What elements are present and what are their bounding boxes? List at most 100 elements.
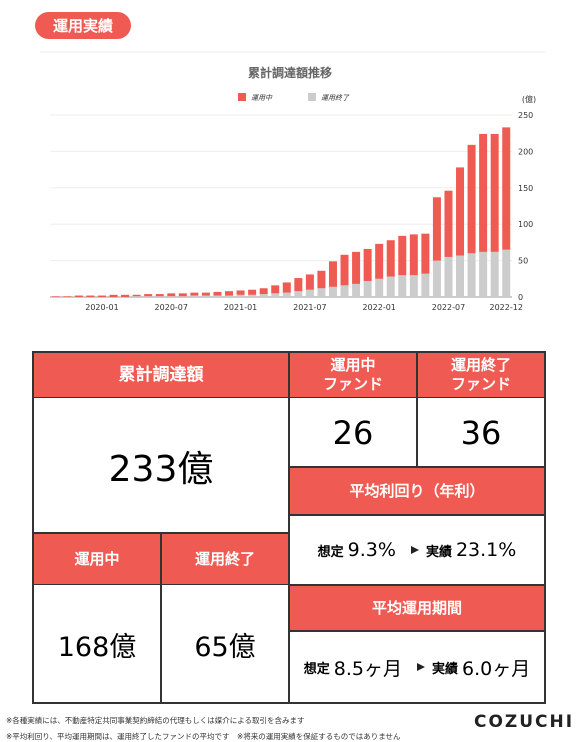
text: 想定 xyxy=(303,661,330,677)
x-tick-label: 2020-01 xyxy=(85,303,118,312)
bar xyxy=(201,292,210,296)
text: 運用中 xyxy=(74,549,120,568)
text: 8.5ヶ月 xyxy=(333,657,402,680)
bar xyxy=(328,261,337,287)
bar xyxy=(236,290,245,295)
bar xyxy=(259,288,268,295)
bar xyxy=(421,273,430,297)
bar xyxy=(259,294,268,297)
y-tick-label: 100 xyxy=(518,220,533,229)
bar xyxy=(375,243,384,279)
bar xyxy=(178,293,187,297)
border xyxy=(288,351,290,704)
bar xyxy=(271,285,280,294)
bar xyxy=(317,270,326,289)
header: 累計調達額 xyxy=(33,352,289,398)
bar xyxy=(225,291,234,296)
bar xyxy=(132,294,141,297)
text: 実績 xyxy=(425,544,452,560)
bar xyxy=(248,289,257,295)
bar xyxy=(144,294,153,297)
legend-label: 運用中 xyxy=(251,94,273,102)
bar xyxy=(328,286,337,297)
legend-swatch xyxy=(308,93,316,101)
bar xyxy=(155,296,164,297)
text: 9.3% xyxy=(347,539,396,561)
text: 実績 xyxy=(432,661,459,677)
bar xyxy=(236,294,245,297)
header: 平均利回り（年利） xyxy=(289,467,545,515)
text: 233億 xyxy=(108,448,214,490)
bar xyxy=(121,294,130,297)
border xyxy=(544,351,546,704)
border xyxy=(160,532,162,704)
cell: 168億 xyxy=(33,585,161,703)
chart: 累計調達額推移 (億) 0 50 100 150 200 250 運用中 運用終了 2020-0… xyxy=(40,51,545,312)
y-unit: (億) xyxy=(522,94,536,104)
bar xyxy=(190,292,199,296)
bar xyxy=(490,133,499,252)
cell: 36 xyxy=(417,398,545,467)
bar xyxy=(271,293,280,297)
x-tick-label: 2021-01 xyxy=(224,303,257,312)
bar xyxy=(363,248,372,281)
legend-label: 運用終了 xyxy=(321,94,350,102)
bar xyxy=(305,289,314,297)
footnote: ※各種実績には、不動産特定共同事業契約締結の代理もしくは媒介による取引を含みます xyxy=(6,716,305,725)
bar xyxy=(409,234,418,276)
bar xyxy=(502,127,511,250)
text: 運用終了 xyxy=(450,356,511,374)
text: 運用終了 xyxy=(194,549,255,568)
bar xyxy=(282,292,291,297)
text: 平均運用期間 xyxy=(371,598,462,617)
bar xyxy=(363,280,372,297)
text: 想定 xyxy=(317,544,344,560)
bar xyxy=(305,274,314,290)
bar xyxy=(386,240,395,277)
bar xyxy=(502,249,511,297)
text: 168億 xyxy=(57,631,137,663)
bar xyxy=(375,278,384,297)
border xyxy=(288,466,546,468)
cell: 65億 xyxy=(161,585,289,703)
text: ファンド xyxy=(322,375,383,393)
bar xyxy=(201,295,210,297)
bar xyxy=(63,296,72,297)
text: 65億 xyxy=(194,631,256,663)
bar xyxy=(444,190,453,257)
bar xyxy=(479,251,488,297)
header: 運用中 ファンド xyxy=(289,352,417,398)
bar xyxy=(421,233,430,274)
text: 26 xyxy=(332,413,374,452)
badge: 運用実績 xyxy=(35,12,131,39)
border xyxy=(416,351,418,468)
bar xyxy=(490,251,499,297)
bar xyxy=(317,288,326,297)
text: 累計調達額 xyxy=(118,364,204,385)
header: 運用終了 ファンド xyxy=(417,352,545,398)
bar xyxy=(282,282,291,293)
x-tick-label: 2021-07 xyxy=(293,303,326,312)
y-tick-label: 150 xyxy=(518,184,533,193)
bar xyxy=(225,295,234,297)
y-tick-label: 200 xyxy=(518,147,533,156)
text: 平均利回り（年利） xyxy=(349,481,485,500)
text: 6.0ヶ月 xyxy=(462,657,531,680)
arrow xyxy=(410,546,419,554)
border xyxy=(288,584,546,586)
logo: COZUCHI xyxy=(474,712,575,732)
bar xyxy=(213,295,222,297)
border xyxy=(32,532,290,534)
bar xyxy=(432,197,441,261)
bar xyxy=(294,291,303,297)
chart-title: 累計調達額推移 xyxy=(248,65,332,80)
border xyxy=(32,584,290,585)
border xyxy=(288,630,546,632)
border xyxy=(32,397,546,398)
y-tick-label: 250 xyxy=(518,111,533,120)
text: 運用中 xyxy=(330,356,376,374)
bar xyxy=(398,235,407,276)
x-tick-label: 2022-12 xyxy=(490,303,523,312)
header: 運用終了 xyxy=(161,533,289,585)
cell: 想定 8.5ヶ月 実績 6.0ヶ月 xyxy=(289,631,545,703)
